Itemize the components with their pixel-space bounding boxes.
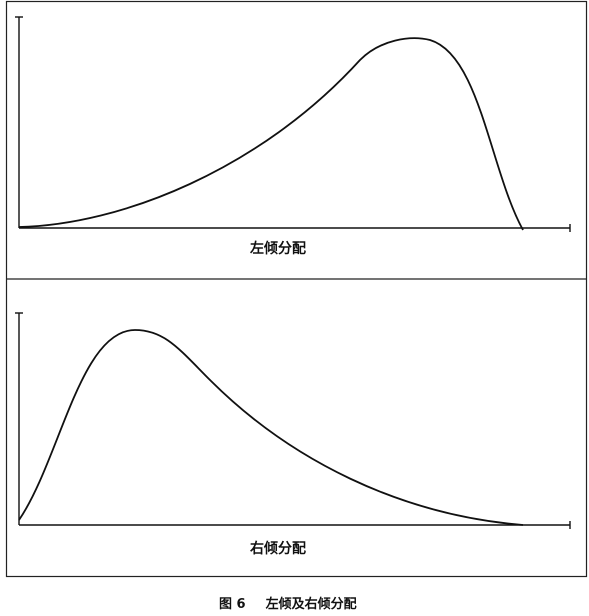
figure-number: 图 6: [219, 597, 246, 612]
panel-border: [5, 0, 588, 578]
figure-caption: 图 6 左倾及右倾分配: [219, 593, 357, 612]
top-axes: [15, 16, 571, 232]
left-skew-curve: [18, 37, 524, 231]
bottom-panel-label: 右倾分配: [250, 541, 306, 557]
top-panel-label: 左倾分配: [250, 241, 306, 257]
right-skew-curve: [18, 329, 524, 526]
figure-title: 左倾及右倾分配: [265, 597, 357, 612]
bottom-axes: [15, 312, 571, 529]
